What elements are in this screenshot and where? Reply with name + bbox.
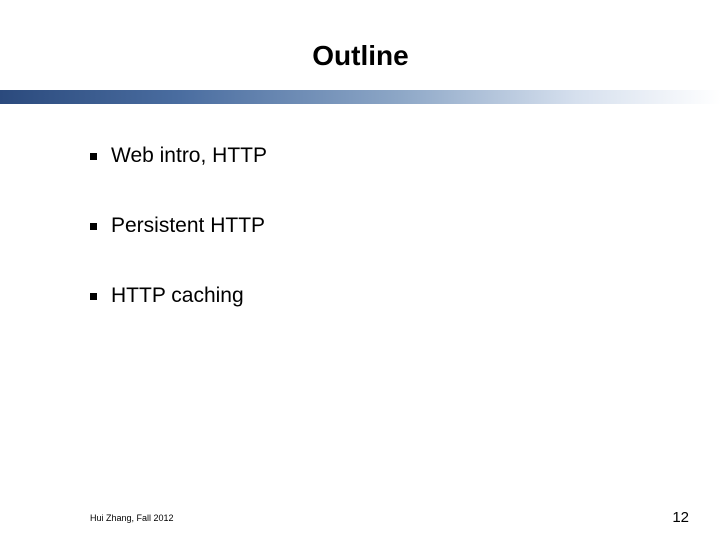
bullet-text: Web intro, HTTP: [111, 144, 267, 168]
divider-bar: [0, 90, 721, 104]
bullet-icon: [90, 153, 97, 160]
bullet-icon: [90, 223, 97, 230]
slide-container: Outline Web intro, HTTP Persistent HTTP …: [0, 0, 721, 541]
bullet-list: Web intro, HTTP Persistent HTTP HTTP cac…: [0, 144, 721, 308]
list-item: Web intro, HTTP: [90, 144, 721, 168]
footer-author: Hui Zhang, Fall 2012: [90, 513, 174, 523]
bullet-text: Persistent HTTP: [111, 214, 265, 238]
list-item: Persistent HTTP: [90, 214, 721, 238]
list-item: HTTP caching: [90, 284, 721, 308]
page-number: 12: [672, 509, 689, 526]
bullet-icon: [90, 293, 97, 300]
bullet-text: HTTP caching: [111, 284, 244, 308]
slide-title: Outline: [0, 0, 721, 90]
